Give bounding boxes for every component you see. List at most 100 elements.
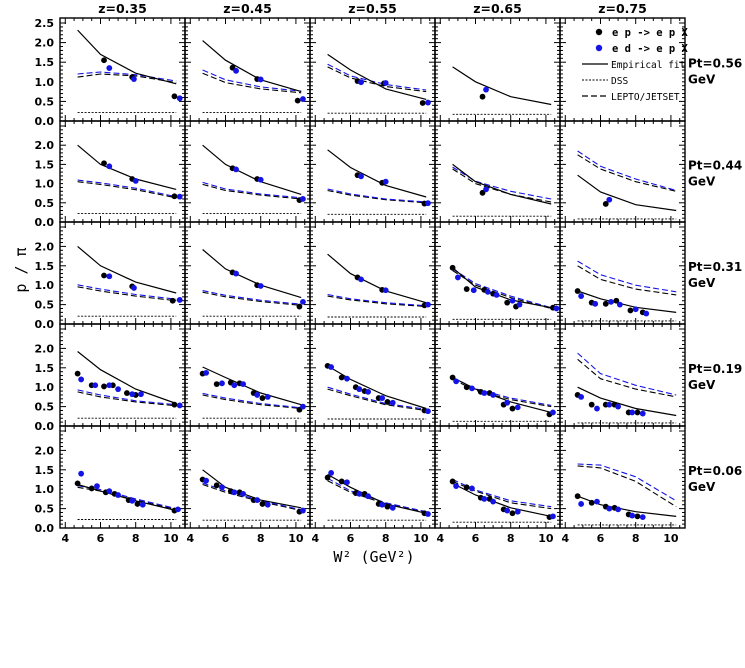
y-tick-label: 0.5 <box>35 95 55 108</box>
x-tick-label: 6 <box>222 532 230 545</box>
row-label-unit: GeV <box>688 73 716 87</box>
panel-frame <box>434 425 561 529</box>
y-tick-label: 2.0 <box>35 240 55 253</box>
ed-data-point <box>629 512 636 519</box>
ed-data-point <box>382 80 389 86</box>
ed-data-point <box>639 410 646 417</box>
y-axis-label: p / π <box>12 247 30 292</box>
ed-data-point <box>481 390 488 396</box>
x-tick-label: 4 <box>186 532 194 545</box>
ed-data-point <box>176 402 183 409</box>
panel-frame <box>434 120 561 223</box>
lepto-deuteron-curve <box>577 150 677 192</box>
ed-data-point <box>629 409 636 416</box>
panel-frame <box>559 120 686 223</box>
ed-data-point <box>131 76 137 82</box>
x-tick-label: 4 <box>61 532 69 545</box>
ed-data-point <box>115 386 121 393</box>
ed-data-point <box>94 483 100 489</box>
y-tick-label: 1.5 <box>35 56 55 69</box>
ep-data-point <box>463 384 470 391</box>
lepto-proton-curve <box>202 483 302 512</box>
ep-data-point <box>171 401 178 408</box>
ep-data-point <box>101 272 107 279</box>
ep-data-point <box>213 482 220 489</box>
y-tick-label: 0.0 <box>35 216 55 229</box>
ed-data-point <box>550 513 556 520</box>
ep-data-point <box>324 474 331 481</box>
column-title: z=0.65 <box>473 1 522 16</box>
empirical-fit-curve <box>77 351 177 405</box>
y-tick-label: 0.0 <box>35 115 55 128</box>
ep-data-point <box>602 201 609 207</box>
ep-data-point <box>171 93 178 100</box>
ed-data-point <box>358 276 364 283</box>
y-tick-label: 2.0 <box>35 444 55 457</box>
empirical-fit-curve <box>327 365 427 410</box>
row-label-pt: Pt=0.19 <box>688 362 742 376</box>
ed-data-point <box>328 364 335 370</box>
y-tick-label: 2.0 <box>35 342 55 355</box>
ep-data-point <box>449 374 456 381</box>
empirical-fit-curve <box>77 29 177 85</box>
panel-r1-c1 <box>184 120 311 223</box>
ed-data-point <box>300 298 306 305</box>
panel-r2-c3 <box>434 221 561 325</box>
y-tick-label: 0.0 <box>35 420 55 433</box>
column-titles: z=0.35 z=0.45 z=0.55 z=0.65 z=0.75 <box>98 1 647 16</box>
ed-data-point <box>257 176 264 183</box>
lepto-deuteron-curve <box>327 63 427 91</box>
ep-data-point <box>588 499 595 506</box>
ep-data-point <box>509 405 516 412</box>
ed-data-point <box>328 470 335 476</box>
panel-frame <box>184 120 311 223</box>
ed-data-point <box>115 492 121 498</box>
ep-data-point <box>88 485 95 492</box>
lepto-proton-curve <box>327 295 427 308</box>
ed-data-point <box>106 273 113 280</box>
lepto-deuteron-curve <box>77 284 177 300</box>
x-tick-label: 8 <box>507 532 515 545</box>
lepto-deuteron-curve <box>202 392 302 409</box>
ed-data-point <box>382 287 389 294</box>
lepto-deuteron-curve <box>452 479 552 508</box>
legend-lepto-label: LEPTO/JETSET <box>611 92 680 103</box>
ep-data-point <box>634 513 641 520</box>
row-label-pt: Pt=0.56 <box>688 57 742 71</box>
y-tick-label: 2.0 <box>35 139 55 152</box>
panel-frame <box>309 221 436 325</box>
y-tick-label: 1.0 <box>35 178 55 191</box>
panel-frame <box>309 17 436 122</box>
empirical-fit-curve <box>327 53 427 100</box>
ep-data-point <box>384 399 391 405</box>
ep-data-point <box>602 300 609 307</box>
ed-data-point <box>233 67 239 74</box>
ed-data-point <box>138 391 144 398</box>
ep-data-point <box>463 484 470 491</box>
ed-data-point <box>606 401 613 408</box>
lepto-proton-curve <box>577 154 677 192</box>
ed-data-point <box>516 301 523 308</box>
panel-frame <box>59 120 186 223</box>
y-tick-label: 0.5 <box>35 299 55 312</box>
panel-frame <box>59 425 186 529</box>
ep-data-point <box>74 480 81 487</box>
x-tick-label: 4 <box>311 532 319 545</box>
ed-data-point <box>425 511 431 517</box>
y-tick-label: 2.0 <box>35 37 55 50</box>
row-label-unit: GeV <box>688 276 716 290</box>
ed-data-point <box>231 382 238 389</box>
panel-r1-c3 <box>434 120 561 223</box>
ed-data-point <box>483 186 489 193</box>
column-title: z=0.55 <box>348 1 397 16</box>
lepto-proton-curve <box>77 391 177 407</box>
ed-data-point <box>592 300 599 307</box>
y-tick-label: 1.5 <box>35 158 55 171</box>
ed-data-point <box>344 375 350 382</box>
y-tick-label: 0.5 <box>35 401 55 414</box>
lepto-deuteron-curve <box>202 69 302 92</box>
ed-data-point <box>469 485 475 492</box>
ep-data-point <box>338 374 345 381</box>
ed-data-point <box>616 301 623 308</box>
